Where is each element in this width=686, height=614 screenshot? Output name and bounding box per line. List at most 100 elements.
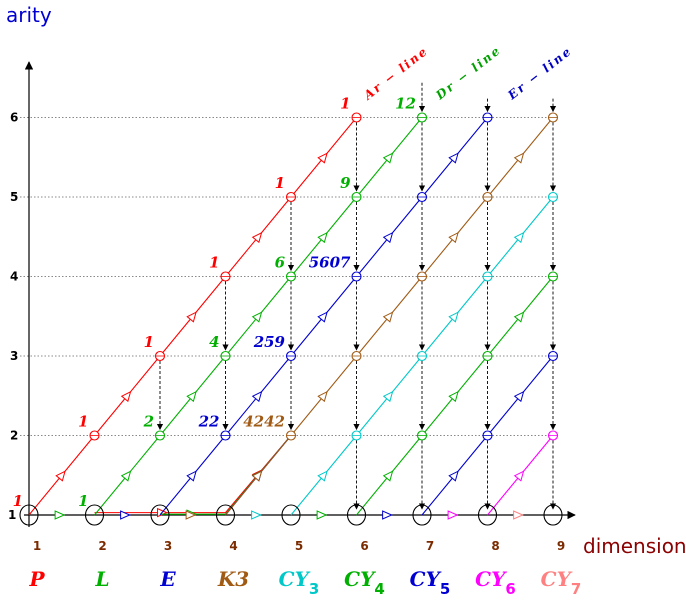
diagonal-arrowhead [448, 311, 459, 323]
diagonal-arrowhead [120, 390, 132, 403]
family-subscript: 5 [440, 580, 450, 598]
diagonal-arrowhead [251, 231, 263, 244]
baseline-arrowhead [251, 510, 262, 520]
family-name: L [94, 567, 109, 591]
count-label: 9 [340, 174, 351, 192]
diagonal-arrowhead [448, 390, 459, 403]
family-label: CY4 [344, 567, 385, 598]
tick-labels: 1 2 3 4 5 6 1 2 3 4 5 6 7 8 9 [8, 111, 565, 554]
diagonal-arrowhead [251, 470, 263, 482]
baseline-arrowhead [447, 510, 459, 520]
line-label: Er − line [504, 44, 574, 103]
y-tick-label: 4 [10, 270, 18, 284]
baseline-circle [84, 504, 105, 526]
count-label: 259 [253, 333, 286, 351]
family-subscript: 4 [374, 580, 384, 598]
nodes [89, 112, 559, 441]
diagonal-arrowhead [448, 470, 459, 482]
family-name: P [28, 567, 45, 591]
diagonal-arrowhead [448, 152, 459, 164]
x-tick-label: 5 [295, 539, 303, 553]
family-label: CY7 [541, 567, 582, 598]
family-name: CY [410, 567, 442, 591]
count-label: 4242 [243, 413, 285, 431]
x-tick-label: 6 [360, 539, 368, 553]
diagonal-arrowhead [251, 390, 263, 403]
family-name: E [159, 567, 176, 591]
baseline-circle [215, 504, 236, 526]
count-label: 22 [198, 413, 220, 431]
family-name: CY [279, 567, 311, 591]
x-tick-label: 4 [229, 539, 237, 553]
y-tick-label: 5 [10, 190, 18, 204]
baseline-circle [543, 504, 563, 526]
count-label: 1 [209, 254, 219, 272]
baseline-arrowhead [185, 510, 197, 520]
baseline-circles [19, 504, 563, 526]
baseline-circle [346, 504, 367, 526]
baseline-circle [19, 504, 39, 526]
x-tick-label: 7 [426, 539, 434, 553]
count-label: 6 [275, 254, 286, 272]
diagonal-arrowhead [317, 311, 328, 323]
diagonal-arrowhead [317, 470, 328, 482]
family-label: K3 [217, 567, 249, 591]
diagonal-arrowhead [382, 152, 394, 164]
diagonal-arrowhead [513, 152, 525, 164]
baseline-circle [150, 504, 170, 526]
diagonal-arrowhead [513, 311, 525, 323]
baseline-arrowhead [316, 510, 328, 520]
x-axis-label: dimension [583, 534, 686, 558]
family-label: L [94, 567, 109, 591]
baseline-arrowhead [513, 510, 524, 520]
family-name: CY [344, 567, 376, 591]
diagonal-arrowhead [186, 390, 197, 403]
count-label: 4 [209, 333, 219, 351]
baseline-arrowhead [382, 510, 393, 520]
family-label: P [28, 567, 45, 591]
family-subscript: 3 [309, 580, 319, 598]
x-tick-label: 9 [557, 539, 565, 553]
diagonal-arrowhead [55, 470, 66, 482]
count-label: 12 [395, 95, 416, 113]
y-tick-label: 1 [8, 508, 16, 522]
diagonal-arrowhead [382, 231, 394, 244]
family-name: K3 [217, 567, 249, 591]
line-labels: Ar − line Dr − line Er − line [360, 43, 574, 103]
count-label: 5607 [309, 254, 351, 272]
diagonal-arrowhead [186, 470, 197, 482]
x-tick-label: 2 [98, 539, 106, 553]
diagonal-lines [28, 117, 554, 516]
family-label: E [159, 567, 176, 591]
diagonal-arrowhead [317, 390, 328, 403]
family-name: CY [541, 567, 573, 591]
count-label: 2 [143, 413, 154, 431]
count-label: 1 [340, 95, 350, 113]
vertical-arrows [156, 82, 557, 510]
y-tick-label: 2 [10, 429, 18, 443]
y-axis-label: arity [6, 3, 52, 27]
baseline-circle [477, 504, 498, 526]
family-subscript: 7 [571, 580, 581, 598]
diagonal-arrowhead [513, 390, 525, 403]
x-tick-label: 8 [491, 539, 499, 553]
connector-line [160, 435, 292, 515]
count-label: 1 [275, 174, 285, 192]
diagonal-arrowhead [186, 311, 197, 323]
diagonal-arrowhead [513, 231, 525, 244]
axes [24, 61, 576, 527]
family-subscript: 6 [505, 580, 515, 598]
diagonal-arrowhead [382, 311, 394, 323]
x-tick-label: 1 [33, 539, 41, 553]
baseline-circle [412, 504, 432, 526]
diagonal-arrowhead [120, 470, 132, 482]
family-label: CY6 [475, 567, 516, 598]
family-name: CY [475, 567, 507, 591]
diagonal-arrowhead [382, 390, 394, 403]
diagonal-arrowhead [317, 152, 328, 164]
y-tick-label: 6 [10, 111, 18, 125]
baseline-arrowhead [54, 510, 66, 520]
